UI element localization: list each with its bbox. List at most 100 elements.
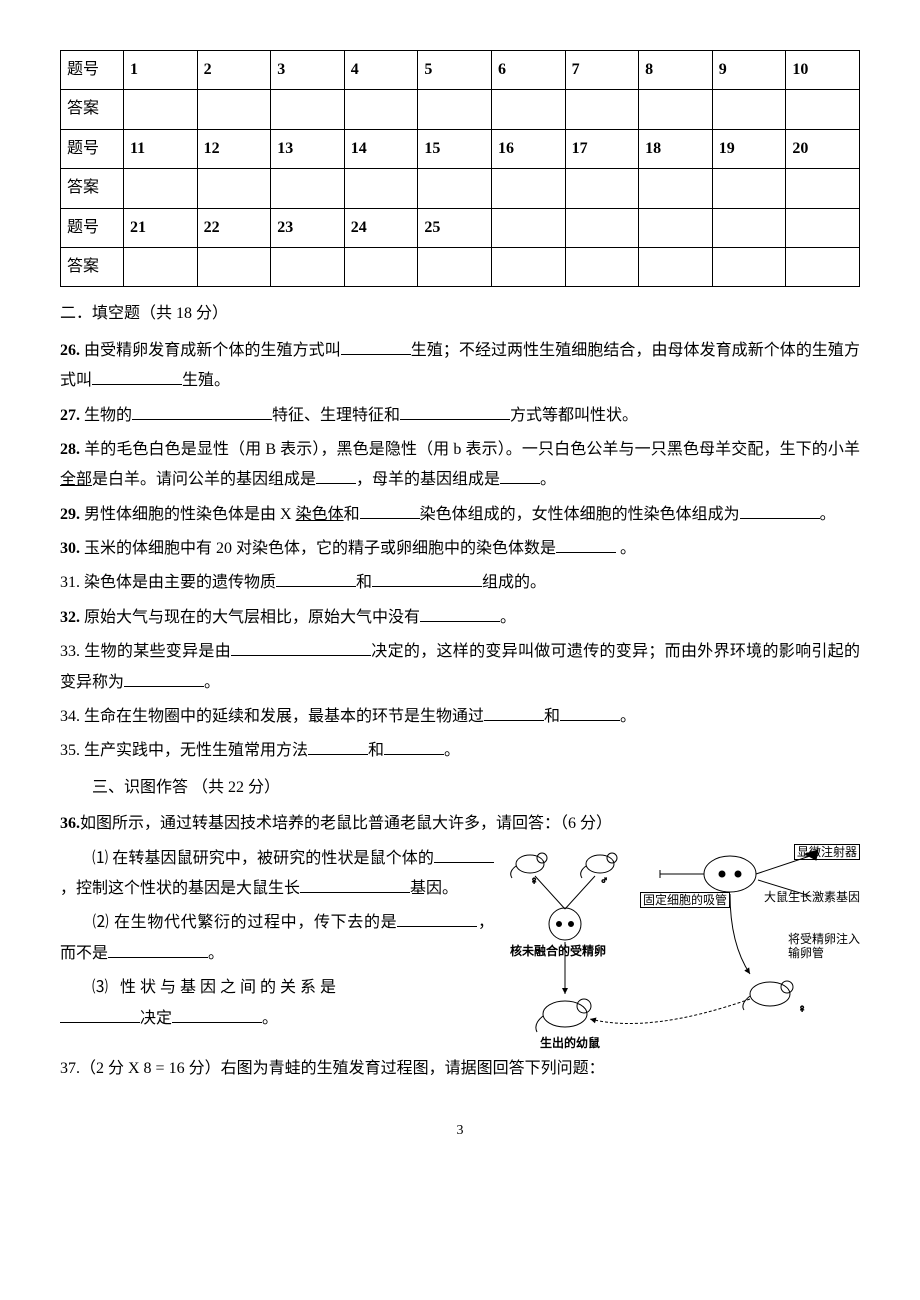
qnum: 4 [344,51,418,90]
ans-cell[interactable] [639,247,713,286]
q-text: 方式等都叫性状。 [510,407,638,424]
table-row: 答案 [61,247,860,286]
ans-cell[interactable] [639,169,713,208]
fill-blank[interactable] [108,939,208,958]
ans-cell[interactable] [565,90,639,129]
ans-cell[interactable] [786,247,860,286]
qnum: 18 [639,129,713,168]
underlined-text: 全部 [60,471,92,488]
fill-blank[interactable] [420,603,500,622]
ans-cell[interactable] [197,90,271,129]
fill-blank[interactable] [172,1004,262,1023]
fill-blank[interactable] [341,336,411,355]
qnum: 22 [197,208,271,247]
ans-cell[interactable] [271,90,345,129]
ans-cell[interactable] [124,169,198,208]
q-number: 33. [60,643,80,660]
question-30: 30. 玉米的体细胞中有 20 对染色体，它的精子或卵细胞中的染色体数是 。 [60,534,860,564]
ans-cell[interactable] [344,169,418,208]
ans-cell[interactable] [639,90,713,129]
table-row: 题号 1 2 3 4 5 6 7 8 9 10 [61,51,860,90]
q-text: 染色体是由主要的遗传物质 [80,574,276,591]
section-3-title: 三、识图作答 （共 22 分） [92,773,860,803]
fill-blank[interactable] [276,569,356,588]
ans-cell[interactable] [271,169,345,208]
ans-label: 答案 [61,90,124,129]
ans-cell[interactable] [712,169,786,208]
table-row: 答案 [61,169,860,208]
ans-cell[interactable] [712,90,786,129]
qnum: 12 [197,129,271,168]
ans-cell[interactable] [491,90,565,129]
ans-cell[interactable] [565,169,639,208]
fill-blank[interactable] [60,1004,140,1023]
ans-cell[interactable] [418,169,492,208]
ans-cell[interactable] [418,90,492,129]
q-number: 29. [60,506,80,523]
ans-cell[interactable] [786,169,860,208]
q-text: 组成的。 [482,574,546,591]
q-text: 是白羊。请问公羊的基因组成是 [92,471,316,488]
q-text: 。 [204,674,220,691]
question-36-intro: 36.如图所示，通过转基因技术培养的老鼠比普通老鼠大许多，请回答：（6 分） [60,809,860,839]
fill-blank[interactable] [92,367,182,386]
qnum: 6 [491,51,565,90]
q-text: 男性体细胞的性染色体是由 X [80,506,296,523]
q-text: 生产实践中，无性生殖常用方法 [80,742,308,759]
fill-blank[interactable] [400,401,510,420]
fill-blank[interactable] [560,702,620,721]
qnum: 7 [565,51,639,90]
underlined-text: 染色体 [296,506,344,523]
fill-blank[interactable] [556,534,616,553]
fill-blank[interactable] [484,702,544,721]
ans-cell[interactable] [491,169,565,208]
q-text: 。 [500,609,516,626]
fig-label-pipette: 固定细胞的吸管 [640,892,730,908]
ans-cell[interactable] [344,247,418,286]
q-text: 生物的 [80,407,132,424]
q-number: 30. [60,540,80,557]
fill-blank[interactable] [316,466,356,485]
ans-cell[interactable] [124,90,198,129]
ans-cell[interactable] [271,247,345,286]
qnum: 24 [344,208,418,247]
q-text: 生命在生物圈中的延续和发展，最基本的环节是生物通过 [80,708,484,725]
fill-blank[interactable] [740,500,820,519]
fill-blank[interactable] [360,500,420,519]
fill-blank[interactable] [132,401,272,420]
fill-blank[interactable] [124,668,204,687]
fill-blank[interactable] [231,638,371,657]
ans-cell[interactable] [491,247,565,286]
svg-text:♀: ♀ [530,875,538,887]
ans-cell[interactable] [712,247,786,286]
row-label: 题号 [61,208,124,247]
q-text: ⑵ 在生物代代繁衍的过程中，传下去的是 [92,914,397,931]
ans-cell[interactable] [197,247,271,286]
fill-blank[interactable] [372,569,482,588]
fill-blank[interactable] [384,737,444,756]
qnum: 16 [491,129,565,168]
fill-blank[interactable] [397,909,477,928]
table-row: 题号 11 12 13 14 15 16 17 18 19 20 [61,129,860,168]
fill-blank[interactable] [500,466,540,485]
question-32: 32. 原始大气与现在的大气层相比，原始大气中没有。 [60,603,860,633]
ans-cell[interactable] [786,90,860,129]
ans-cell[interactable] [197,169,271,208]
page-number: 3 [60,1118,860,1145]
fill-blank[interactable] [300,874,410,893]
fig-label-gene: 大鼠生长激素基因 [764,890,860,904]
ans-cell[interactable] [124,247,198,286]
qnum: 23 [271,208,345,247]
question-36-body: ♀ ♂ [60,844,860,1089]
fill-blank[interactable] [434,844,494,863]
q-text: 。 [820,506,836,523]
fill-blank[interactable] [308,737,368,756]
q-number: 28. [60,441,80,458]
ans-cell[interactable] [418,247,492,286]
q-number: 32. [60,609,80,626]
ans-cell[interactable] [565,247,639,286]
qnum: 20 [786,129,860,168]
ans-cell[interactable] [344,90,418,129]
fig-label-injector: 显微注射器 [794,844,860,860]
row-label: 题号 [61,129,124,168]
